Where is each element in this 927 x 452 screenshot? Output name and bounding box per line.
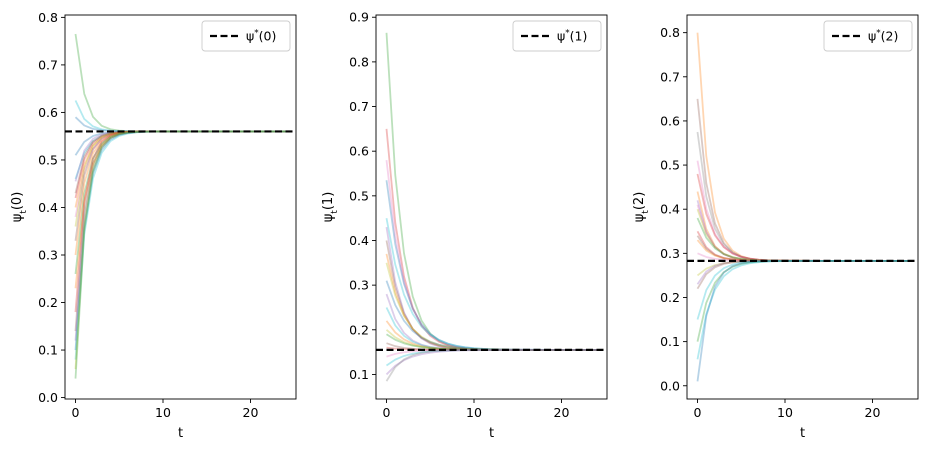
trajectory-line xyxy=(74,130,286,256)
trajectory-line xyxy=(385,280,597,351)
y-tick-label: 0.8 xyxy=(660,25,680,40)
y-tick-label: 0.7 xyxy=(660,69,680,84)
y-tick-label: 0.8 xyxy=(349,54,369,69)
y-tick-label: 0.2 xyxy=(660,290,680,305)
legend-label: ψ*(2) xyxy=(868,29,898,44)
trajectory-line xyxy=(696,98,908,262)
legend-label: ψ*(1) xyxy=(557,29,587,44)
y-tick-label: 0.4 xyxy=(38,200,58,215)
trajectory-line xyxy=(74,130,286,360)
x-tick-label: 20 xyxy=(865,405,881,420)
trajectory-line xyxy=(74,130,286,341)
y-tick-label: 0.4 xyxy=(660,202,680,217)
axes-frame xyxy=(375,14,608,400)
trajectory-line xyxy=(385,180,597,351)
legend: ψ*(2) xyxy=(823,20,913,52)
trajectory-line xyxy=(696,32,908,262)
y-tick-label: 0.5 xyxy=(349,188,369,203)
chart-panel-1: 0 10 20 0.1 0.2 0.3 0.4 0.5 0.6 0.7 0.8 0.9 t ψt(1) ψ*… xyxy=(321,10,608,441)
y-tick-label: 0.5 xyxy=(660,158,680,173)
trajectory-line xyxy=(74,130,286,332)
trajectory-line xyxy=(385,32,597,351)
x-tick-label: 0 xyxy=(694,405,702,420)
y-tick-label: 0.0 xyxy=(660,378,680,393)
trajectory-line xyxy=(696,259,908,360)
y-axis-label: ψt(1) xyxy=(321,192,340,223)
y-tick-label: 0.6 xyxy=(660,113,680,128)
y-tick-label: 0.7 xyxy=(38,57,58,72)
x-tick-label: 20 xyxy=(554,405,570,420)
y-tick-label: 0.2 xyxy=(38,295,58,310)
trajectory-line xyxy=(696,204,908,262)
trajectory-line xyxy=(385,226,597,351)
y-tick-label: 0.9 xyxy=(349,10,369,25)
y-tick-label: 0.0 xyxy=(38,390,58,405)
y-tick-label: 0.3 xyxy=(349,278,369,293)
x-tick-label: 10 xyxy=(777,405,793,420)
chart-panel-0: 0 10 20 0.0 0.1 0.2 0.3 0.4 0.5 0.6 0.7 0.8 t ψt(0) ψ*… xyxy=(10,10,297,441)
trajectory-line xyxy=(74,130,286,313)
trajectories xyxy=(385,32,597,382)
axes-frame xyxy=(64,14,297,400)
trajectory-line xyxy=(696,131,908,262)
trajectory-line xyxy=(696,259,908,382)
trajectory-line xyxy=(385,307,597,351)
trajectory-line xyxy=(74,100,286,133)
y-axis-label: ψt(2) xyxy=(632,192,651,223)
trajectory-line xyxy=(74,130,286,370)
legend: ψ*(1) xyxy=(512,20,602,52)
y-tick-label: 0.6 xyxy=(38,105,58,120)
y-tick-label: 0.4 xyxy=(349,233,369,248)
trajectory-line xyxy=(385,217,597,351)
trajectory-line xyxy=(74,130,286,241)
y-tick-label: 0.8 xyxy=(38,10,58,25)
legend: ψ*(0) xyxy=(201,20,291,52)
y-tick-label: 0.1 xyxy=(38,343,58,358)
x-tick-label: 0 xyxy=(72,405,80,420)
trajectory-line xyxy=(74,130,286,275)
trajectory-line xyxy=(696,208,908,262)
y-tick-label: 0.1 xyxy=(660,334,680,349)
y-tick-label: 0.7 xyxy=(349,99,369,114)
trajectory-line xyxy=(74,130,286,351)
y-tick-label: 0.6 xyxy=(349,144,369,159)
trajectory-line xyxy=(696,217,908,262)
trajectory-line xyxy=(74,130,286,289)
y-tick-label: 0.3 xyxy=(660,246,680,261)
trajectory-line xyxy=(385,348,597,367)
x-axis-label: t xyxy=(178,426,183,441)
y-tick-label: 0.3 xyxy=(38,248,58,263)
x-tick-label: 20 xyxy=(243,405,259,420)
trajectories xyxy=(74,33,286,379)
x-tick-label: 0 xyxy=(383,405,391,420)
trajectories xyxy=(696,32,908,382)
trajectory-line xyxy=(74,130,286,379)
trajectory-line xyxy=(385,348,597,382)
x-axis-label: t xyxy=(800,426,805,441)
chart-panel-2: 0 10 20 0.0 0.1 0.2 0.3 0.4 0.5 0.6 0.7 0.8 t ψt(2) ψ*… xyxy=(632,14,919,441)
y-tick-label: 0.2 xyxy=(349,322,369,337)
x-tick-label: 10 xyxy=(155,405,171,420)
y-tick-label: 0.1 xyxy=(349,367,369,382)
x-axis-label: t xyxy=(489,426,494,441)
trajectory-line xyxy=(385,262,597,351)
x-tick-label: 10 xyxy=(466,405,482,420)
y-axis-label: ψt(0) xyxy=(10,192,29,223)
legend-label: ψ*(0) xyxy=(246,29,276,44)
y-tick-label: 0.5 xyxy=(38,152,58,167)
axes-frame xyxy=(686,14,919,400)
